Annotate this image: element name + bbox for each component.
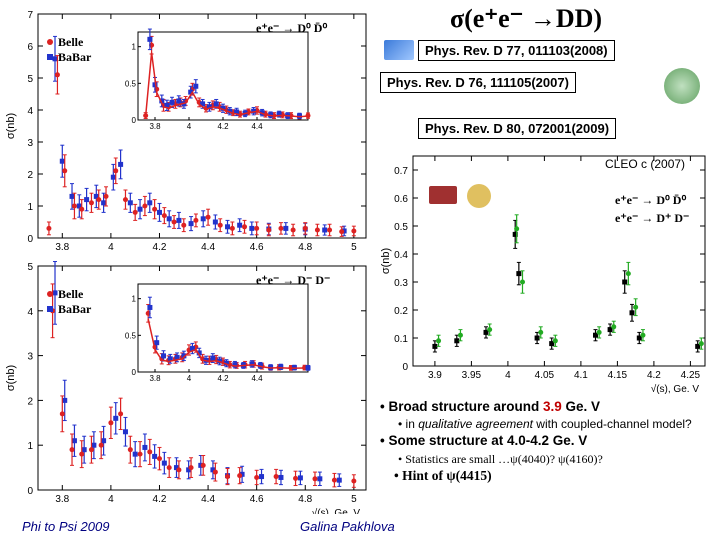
svg-text:σ(nb): σ(nb) [5, 113, 17, 139]
svg-text:4.25: 4.25 [681, 370, 701, 381]
svg-text:4.2: 4.2 [153, 494, 167, 505]
b5: • Hint of ψ(4415) [394, 467, 710, 485]
b2c: with coupled-channel model? [533, 417, 692, 431]
b1b: 3.9 [543, 399, 562, 414]
svg-text:σ(nb): σ(nb) [380, 248, 392, 274]
svg-text:3: 3 [27, 352, 33, 363]
b4: • Statistics are small …ψ(4040)? ψ(4160)… [398, 451, 710, 467]
svg-text:1: 1 [27, 441, 33, 452]
svg-text:3: 3 [27, 138, 33, 149]
svg-text:4.2: 4.2 [647, 370, 661, 381]
svg-text:4.1: 4.1 [574, 370, 588, 381]
svg-text:7: 7 [27, 10, 33, 21]
svg-text:e⁺e⁻ → D⁰ D̄⁰: e⁺e⁻ → D⁰ D̄⁰ [615, 193, 686, 207]
svg-text:0: 0 [132, 368, 137, 377]
ref-box-2: Phys. Rev. D 76, 111105(2007) [380, 72, 576, 93]
ref-box-1: Phys. Rev. D 77, 011103(2008) [418, 40, 615, 61]
svg-text:0.3: 0.3 [394, 278, 408, 289]
svg-text:0: 0 [132, 116, 137, 125]
footer-center: Galina Pakhlova [300, 519, 395, 534]
chart-cleo: 3.9 3.95 4 4.05 4.1 4.15 4.2 4.25 0 0.1 0.2 0.3 0.4 0… [375, 142, 717, 398]
svg-text:4.6: 4.6 [250, 494, 264, 505]
svg-text:2: 2 [27, 170, 33, 181]
svg-text:4.4: 4.4 [201, 494, 215, 505]
svg-text:BaBar: BaBar [58, 50, 92, 64]
svg-text:0.5: 0.5 [125, 79, 137, 88]
svg-text:1: 1 [132, 295, 137, 304]
svg-text:3.8: 3.8 [55, 242, 69, 253]
babar-mascot-icon [664, 68, 700, 104]
svg-text:4.4: 4.4 [251, 374, 263, 383]
svg-text:0: 0 [27, 486, 33, 497]
svg-text:4.2: 4.2 [217, 374, 229, 383]
svg-text:3.9: 3.9 [428, 370, 442, 381]
b1c: Ge. V [562, 399, 600, 414]
svg-text:1: 1 [27, 202, 33, 213]
svg-text:Belle: Belle [58, 35, 84, 49]
svg-text:4.4: 4.4 [201, 242, 215, 253]
svg-text:0: 0 [402, 362, 408, 373]
svg-text:0.1: 0.1 [394, 334, 408, 345]
svg-text:4.8: 4.8 [298, 242, 312, 253]
belle-logo-small [384, 40, 414, 60]
svg-text:0.2: 0.2 [394, 306, 408, 317]
footer-left: Phi to Psi 2009 [22, 519, 109, 534]
svg-text:0.5: 0.5 [394, 222, 408, 233]
b2a: • in [398, 417, 418, 431]
chart-dminus: 3.8 4 4.2 4.4 4.6 4.8 5 0 1 2 3 4 5 σ(nb) √(s), Ge. V B… [0, 258, 378, 514]
b1a: • Broad structure around [380, 399, 543, 414]
svg-text:3.95: 3.95 [462, 370, 482, 381]
svg-text:4.15: 4.15 [608, 370, 628, 381]
b2b: qualitative agreement [418, 417, 533, 431]
svg-text:4: 4 [187, 122, 192, 131]
svg-text:4: 4 [27, 106, 33, 117]
svg-text:0.5: 0.5 [125, 331, 137, 340]
svg-text:2: 2 [27, 396, 33, 407]
svg-text:0.6: 0.6 [394, 194, 408, 205]
svg-text:Belle: Belle [58, 287, 84, 301]
svg-text:3.8: 3.8 [55, 494, 69, 505]
chart-d0d0bar: 3.8 4 4.2 4.4 4.6 4.8 5 0 1 2 3 4 5 6 7 σ(nb) BelleBaBar… [0, 6, 378, 262]
svg-text:5: 5 [351, 242, 357, 253]
svg-text:4.4: 4.4 [251, 122, 263, 131]
svg-text:3.8: 3.8 [149, 122, 161, 131]
svg-text:σ(nb): σ(nb) [5, 365, 17, 391]
svg-text:e⁺e⁻ → D⁺ D⁻: e⁺e⁻ → D⁺ D⁻ [615, 211, 689, 225]
svg-text:4: 4 [108, 242, 114, 253]
svg-text:BaBar: BaBar [58, 302, 92, 316]
svg-text:4: 4 [187, 374, 192, 383]
svg-text:CLEO c (2007): CLEO c (2007) [605, 157, 685, 171]
svg-text:5: 5 [27, 262, 33, 273]
svg-text:6: 6 [27, 42, 33, 53]
ref-box-3: Phys. Rev. D 80, 072001(2009) [418, 118, 616, 139]
svg-text:4: 4 [27, 307, 33, 318]
svg-text:4.8: 4.8 [298, 494, 312, 505]
svg-text:3.8: 3.8 [149, 374, 161, 383]
svg-text:4.6: 4.6 [250, 242, 264, 253]
svg-text:1: 1 [132, 43, 137, 52]
svg-text:4: 4 [108, 494, 114, 505]
svg-text:4.05: 4.05 [535, 370, 555, 381]
svg-text:√(s), Ge. V: √(s), Ge. V [651, 383, 700, 395]
svg-text:0.7: 0.7 [394, 166, 408, 177]
svg-text:4.2: 4.2 [217, 122, 229, 131]
svg-text:5: 5 [27, 74, 33, 85]
page-title: σ(e⁺e⁻ →DD) [450, 4, 602, 34]
b3: • Some structure at 4.0-4.2 Ge. V [380, 432, 710, 450]
svg-text:0: 0 [27, 234, 33, 245]
summary-bullets: • Broad structure around 3.9 Ge. V • in … [380, 398, 710, 485]
svg-text:4.2: 4.2 [153, 242, 167, 253]
svg-text:5: 5 [351, 494, 357, 505]
svg-text:√(s), Ge. V: √(s), Ge. V [312, 507, 361, 514]
svg-text:0.4: 0.4 [394, 250, 408, 261]
svg-text:4: 4 [505, 370, 511, 381]
